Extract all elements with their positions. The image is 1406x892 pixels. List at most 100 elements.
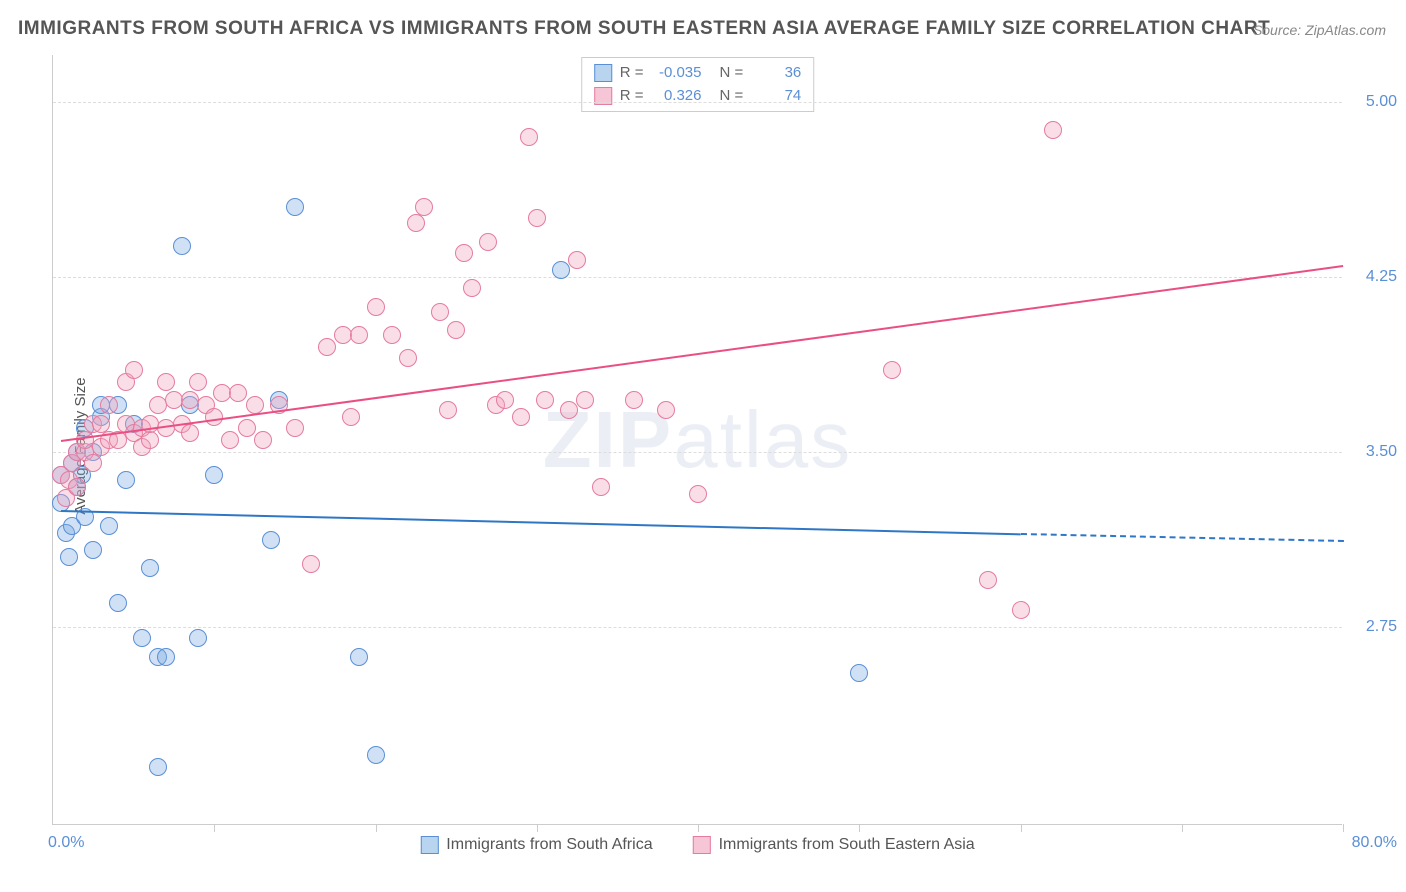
- stat-r-value: 0.326: [652, 85, 702, 108]
- data-point: [100, 517, 118, 535]
- trend-line: [61, 265, 1343, 442]
- data-point: [528, 209, 546, 227]
- data-point: [149, 758, 167, 776]
- stat-n-value: 74: [751, 85, 801, 108]
- data-point: [512, 408, 530, 426]
- data-point: [657, 401, 675, 419]
- data-point: [157, 648, 175, 666]
- data-point: [592, 478, 610, 496]
- stat-n-label: N =: [720, 85, 744, 108]
- data-point: [84, 541, 102, 559]
- series-swatch: [594, 64, 612, 82]
- data-point: [238, 419, 256, 437]
- data-point: [367, 746, 385, 764]
- x-tick: [1182, 824, 1183, 832]
- data-point: [520, 128, 538, 146]
- chart-container: IMMIGRANTS FROM SOUTH AFRICA VS IMMIGRAN…: [0, 0, 1406, 892]
- y-tick-label: 4.25: [1366, 268, 1397, 286]
- data-point: [141, 559, 159, 577]
- data-point: [431, 303, 449, 321]
- data-point: [1044, 121, 1062, 139]
- data-point: [173, 237, 191, 255]
- data-point: [447, 321, 465, 339]
- data-point: [246, 396, 264, 414]
- data-point: [496, 391, 514, 409]
- data-point: [1012, 601, 1030, 619]
- x-tick: [1021, 824, 1022, 832]
- legend-label: Immigrants from South Africa: [446, 836, 652, 854]
- legend-label: Immigrants from South Eastern Asia: [719, 836, 975, 854]
- data-point: [84, 454, 102, 472]
- data-point: [157, 373, 175, 391]
- data-point: [455, 244, 473, 262]
- x-tick: [859, 824, 860, 832]
- gridline: [53, 627, 1342, 628]
- data-point: [552, 261, 570, 279]
- stat-n-label: N =: [720, 62, 744, 85]
- data-point: [568, 251, 586, 269]
- data-point: [979, 571, 997, 589]
- data-point: [109, 594, 127, 612]
- stat-r-label: R =: [620, 85, 644, 108]
- y-tick-label: 5.00: [1366, 93, 1397, 111]
- data-point: [883, 361, 901, 379]
- data-point: [286, 419, 304, 437]
- chart-title: IMMIGRANTS FROM SOUTH AFRICA VS IMMIGRAN…: [18, 18, 1270, 40]
- legend-item: Immigrants from South Africa: [420, 836, 652, 854]
- data-point: [415, 198, 433, 216]
- data-point: [689, 485, 707, 503]
- data-point: [141, 431, 159, 449]
- legend-item: Immigrants from South Eastern Asia: [693, 836, 975, 854]
- x-tick: [1343, 824, 1344, 832]
- data-point: [133, 629, 151, 647]
- data-point: [302, 555, 320, 573]
- data-point: [221, 431, 239, 449]
- data-point: [625, 391, 643, 409]
- x-tick: [698, 824, 699, 832]
- plot-area: ZIPatlas R =-0.035N =36R =0.326N =74 0.0…: [52, 55, 1342, 825]
- y-tick-label: 2.75: [1366, 618, 1397, 636]
- data-point: [560, 401, 578, 419]
- data-point: [181, 424, 199, 442]
- data-point: [254, 431, 272, 449]
- data-point: [407, 214, 425, 232]
- data-point: [850, 664, 868, 682]
- gridline: [53, 277, 1342, 278]
- x-tick: [376, 824, 377, 832]
- watermark-thin: atlas: [673, 395, 852, 484]
- data-point: [342, 408, 360, 426]
- correlation-stats-box: R =-0.035N =36R =0.326N =74: [581, 57, 815, 112]
- legend-swatch: [420, 836, 438, 854]
- data-point: [439, 401, 457, 419]
- data-point: [350, 648, 368, 666]
- chart-legend: Immigrants from South Africa Immigrants f…: [420, 836, 974, 854]
- data-point: [229, 384, 247, 402]
- data-point: [367, 298, 385, 316]
- data-point: [189, 373, 207, 391]
- data-point: [117, 471, 135, 489]
- data-point: [125, 361, 143, 379]
- data-point: [286, 198, 304, 216]
- data-point: [479, 233, 497, 251]
- data-point: [92, 415, 110, 433]
- x-tick: [214, 824, 215, 832]
- legend-swatch: [693, 836, 711, 854]
- data-point: [463, 279, 481, 297]
- data-point: [205, 408, 223, 426]
- x-axis-max-label: 80.0%: [1352, 834, 1397, 852]
- stat-r-value: -0.035: [652, 62, 702, 85]
- data-point: [189, 629, 207, 647]
- stat-r-label: R =: [620, 62, 644, 85]
- x-axis-min-label: 0.0%: [48, 834, 84, 852]
- trend-line: [61, 510, 1020, 535]
- data-point: [60, 548, 78, 566]
- data-point: [100, 396, 118, 414]
- source-attribution: Source: ZipAtlas.com: [1253, 22, 1386, 38]
- data-point: [318, 338, 336, 356]
- data-point: [68, 478, 86, 496]
- stats-row: R = 0.326 N = 74: [594, 85, 802, 108]
- data-point: [383, 326, 401, 344]
- gridline: [53, 452, 1342, 453]
- data-point: [262, 531, 280, 549]
- trend-line: [1020, 533, 1343, 542]
